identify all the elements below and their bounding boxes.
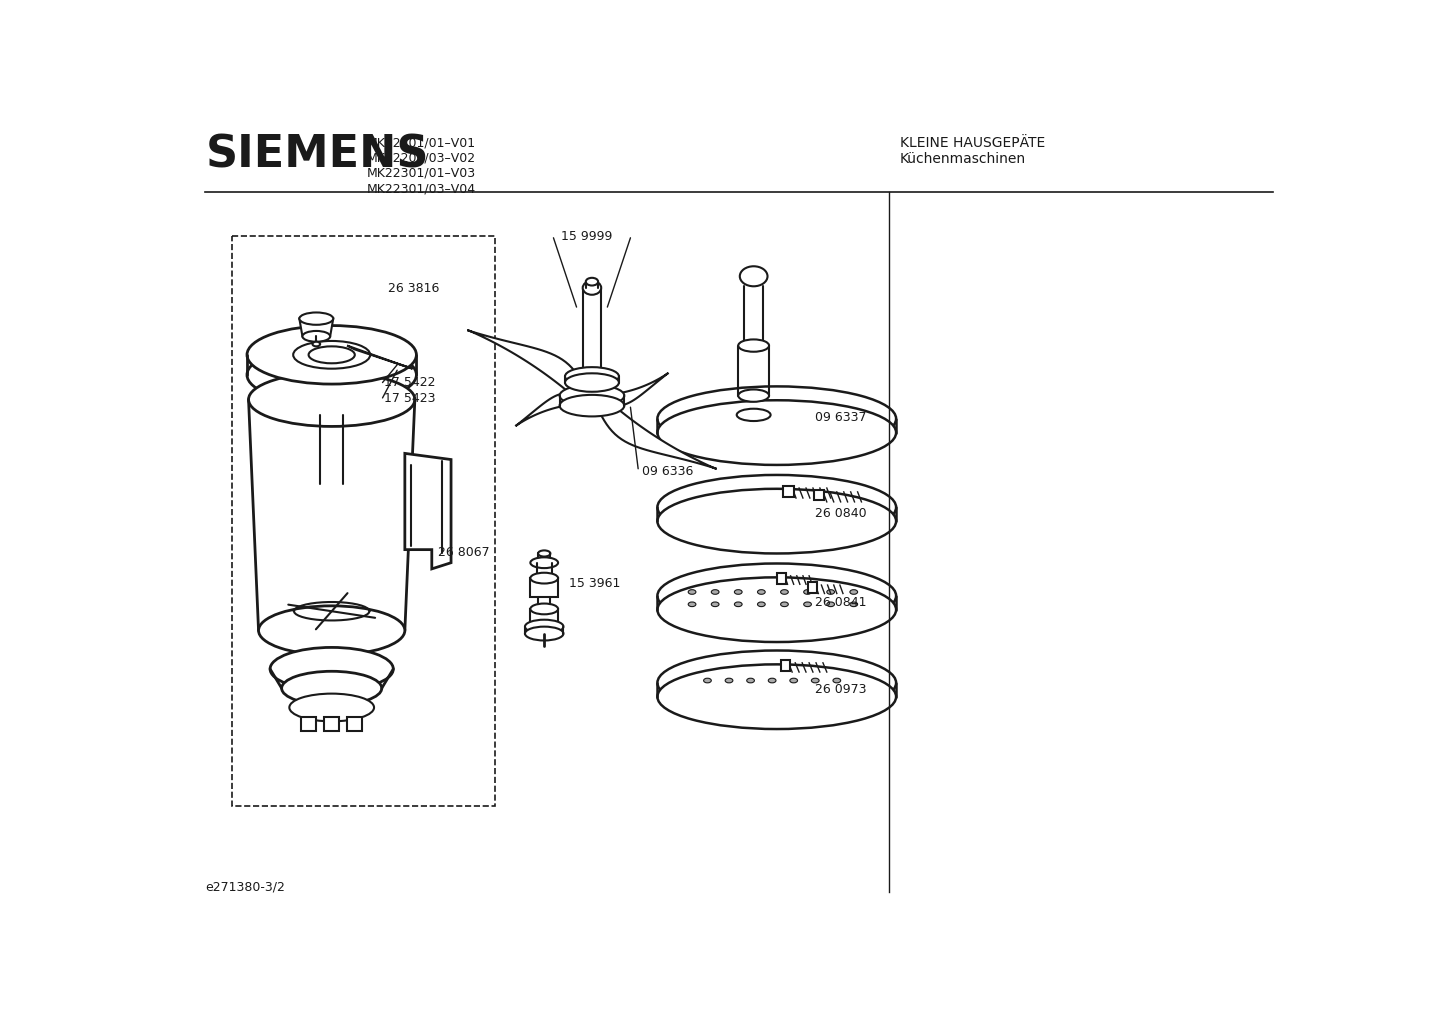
Ellipse shape xyxy=(790,679,797,683)
Polygon shape xyxy=(516,393,590,426)
Ellipse shape xyxy=(757,602,766,606)
Ellipse shape xyxy=(747,679,754,683)
Ellipse shape xyxy=(734,602,743,606)
Ellipse shape xyxy=(769,679,776,683)
Ellipse shape xyxy=(711,590,720,594)
Ellipse shape xyxy=(559,385,624,407)
Ellipse shape xyxy=(688,602,696,606)
Ellipse shape xyxy=(300,313,333,325)
Ellipse shape xyxy=(740,266,767,286)
Ellipse shape xyxy=(757,590,766,594)
Ellipse shape xyxy=(744,341,763,351)
Polygon shape xyxy=(300,319,333,336)
Ellipse shape xyxy=(270,647,394,691)
Text: 09 6337: 09 6337 xyxy=(815,411,867,424)
Bar xyxy=(808,582,816,593)
Text: SIEMENS: SIEMENS xyxy=(205,133,428,177)
Bar xyxy=(783,486,793,496)
Bar xyxy=(301,716,316,731)
Text: 26 0973: 26 0973 xyxy=(815,683,867,696)
Text: Küchenmaschinen: Küchenmaschinen xyxy=(900,152,1027,165)
Ellipse shape xyxy=(849,590,858,594)
Text: 26 0841: 26 0841 xyxy=(815,596,867,608)
Ellipse shape xyxy=(658,475,895,540)
Ellipse shape xyxy=(738,389,769,401)
Text: 26 3816: 26 3816 xyxy=(388,282,440,296)
Ellipse shape xyxy=(658,564,895,628)
Ellipse shape xyxy=(803,590,812,594)
Text: 26 8067: 26 8067 xyxy=(438,546,490,558)
Ellipse shape xyxy=(658,650,895,715)
Ellipse shape xyxy=(725,679,733,683)
Ellipse shape xyxy=(812,679,819,683)
Polygon shape xyxy=(594,373,669,406)
Bar xyxy=(780,659,790,671)
Ellipse shape xyxy=(303,331,330,341)
Text: 17 5422: 17 5422 xyxy=(384,376,435,389)
Ellipse shape xyxy=(585,278,598,285)
Text: MK22301/03–V04: MK22301/03–V04 xyxy=(368,182,476,196)
Polygon shape xyxy=(248,399,415,631)
Ellipse shape xyxy=(658,386,895,451)
Ellipse shape xyxy=(531,557,558,569)
Ellipse shape xyxy=(711,602,720,606)
Ellipse shape xyxy=(583,281,601,294)
Ellipse shape xyxy=(780,590,789,594)
Ellipse shape xyxy=(313,341,320,346)
Ellipse shape xyxy=(525,627,564,641)
Text: MK22201/03–V02: MK22201/03–V02 xyxy=(368,152,476,164)
Polygon shape xyxy=(348,345,412,369)
Text: e271380-3/2: e271380-3/2 xyxy=(205,880,286,894)
Ellipse shape xyxy=(281,672,382,705)
Ellipse shape xyxy=(688,590,696,594)
Ellipse shape xyxy=(293,341,371,369)
Ellipse shape xyxy=(247,325,417,384)
Text: 17 5423: 17 5423 xyxy=(384,391,435,405)
Ellipse shape xyxy=(531,603,558,614)
Text: 15 9999: 15 9999 xyxy=(561,230,613,244)
Bar xyxy=(531,609,558,625)
Ellipse shape xyxy=(803,602,812,606)
Text: 26 0840: 26 0840 xyxy=(815,507,867,521)
Ellipse shape xyxy=(531,573,558,584)
Ellipse shape xyxy=(565,373,619,391)
Bar xyxy=(324,716,339,731)
Text: MK22201/01–V01: MK22201/01–V01 xyxy=(368,137,476,149)
Ellipse shape xyxy=(309,346,355,364)
Bar xyxy=(531,578,558,597)
Ellipse shape xyxy=(780,602,789,606)
Polygon shape xyxy=(467,330,590,406)
Polygon shape xyxy=(405,453,451,569)
Ellipse shape xyxy=(658,578,895,642)
Text: 15 3961: 15 3961 xyxy=(568,577,620,590)
Bar xyxy=(348,716,362,731)
Ellipse shape xyxy=(525,620,564,634)
Ellipse shape xyxy=(538,550,551,556)
Ellipse shape xyxy=(258,606,405,655)
Ellipse shape xyxy=(248,373,415,426)
Ellipse shape xyxy=(734,590,743,594)
Text: MK22301/01–V03: MK22301/01–V03 xyxy=(368,167,476,180)
Ellipse shape xyxy=(658,400,895,465)
Ellipse shape xyxy=(658,664,895,729)
Text: KLEINE HAUSGЕРÄTE: KLEINE HAUSGЕРÄTE xyxy=(900,137,1045,150)
Ellipse shape xyxy=(559,394,624,417)
Ellipse shape xyxy=(290,694,373,721)
Ellipse shape xyxy=(738,339,769,352)
Polygon shape xyxy=(594,393,717,469)
Ellipse shape xyxy=(737,409,770,421)
Ellipse shape xyxy=(826,590,835,594)
Ellipse shape xyxy=(565,367,619,385)
Bar xyxy=(777,573,786,584)
Ellipse shape xyxy=(704,679,711,683)
Ellipse shape xyxy=(833,679,841,683)
Ellipse shape xyxy=(247,345,417,405)
Bar xyxy=(813,489,825,500)
Bar xyxy=(232,236,495,806)
Ellipse shape xyxy=(826,602,835,606)
Ellipse shape xyxy=(849,602,858,606)
Ellipse shape xyxy=(658,489,895,553)
Text: 09 6336: 09 6336 xyxy=(642,465,694,478)
